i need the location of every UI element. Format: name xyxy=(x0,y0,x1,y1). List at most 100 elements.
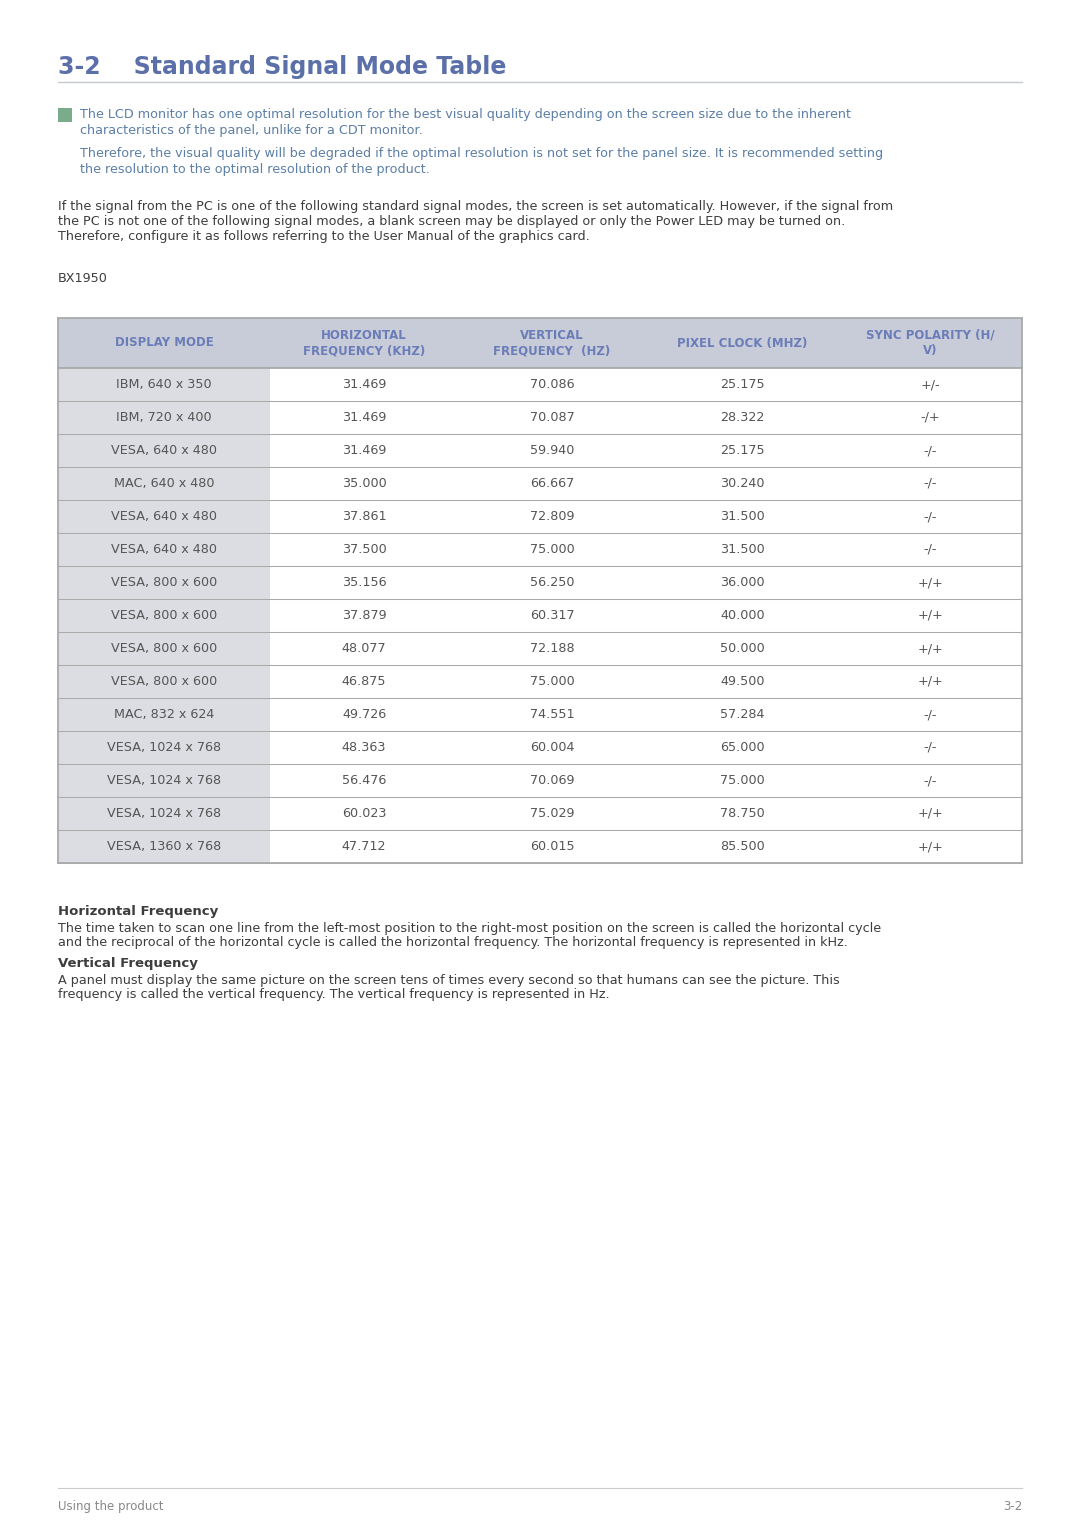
Text: SYNC POLARITY (H/
V): SYNC POLARITY (H/ V) xyxy=(866,328,995,357)
Text: 65.000: 65.000 xyxy=(720,741,765,754)
Text: -/-: -/- xyxy=(923,476,937,490)
Text: 60.023: 60.023 xyxy=(342,806,387,820)
Text: Vertical Frequency: Vertical Frequency xyxy=(58,957,198,970)
Bar xyxy=(58,797,270,831)
Text: MAC, 640 x 480: MAC, 640 x 480 xyxy=(113,476,214,490)
Text: BX1950: BX1950 xyxy=(58,272,108,286)
Text: and the reciprocal of the horizontal cycle is called the horizontal frequency. T: and the reciprocal of the horizontal cyc… xyxy=(58,936,848,948)
Text: -/+: -/+ xyxy=(920,411,941,425)
Text: VESA, 800 x 600: VESA, 800 x 600 xyxy=(111,675,217,689)
Text: 70.087: 70.087 xyxy=(529,411,575,425)
Text: 60.317: 60.317 xyxy=(529,609,575,621)
Text: VESA, 640 x 480: VESA, 640 x 480 xyxy=(111,510,217,524)
Text: Therefore, configure it as follows referring to the User Manual of the graphics : Therefore, configure it as follows refer… xyxy=(58,231,590,243)
Bar xyxy=(58,533,270,567)
Text: 60.015: 60.015 xyxy=(529,840,575,854)
Text: VESA, 1024 x 768: VESA, 1024 x 768 xyxy=(107,806,221,820)
Bar xyxy=(58,467,270,499)
Text: +/+: +/+ xyxy=(918,840,943,854)
Text: 57.284: 57.284 xyxy=(720,709,765,721)
Text: VESA, 640 x 480: VESA, 640 x 480 xyxy=(111,544,217,556)
Text: MAC, 832 x 624: MAC, 832 x 624 xyxy=(113,709,214,721)
Text: 30.240: 30.240 xyxy=(720,476,765,490)
Bar xyxy=(58,632,270,664)
Text: 35.156: 35.156 xyxy=(341,576,387,589)
Text: -/-: -/- xyxy=(923,741,937,754)
Text: -/-: -/- xyxy=(923,444,937,457)
Bar xyxy=(58,402,270,434)
Bar xyxy=(58,318,1022,368)
Text: 75.029: 75.029 xyxy=(530,806,575,820)
Bar xyxy=(58,664,270,698)
Text: The LCD monitor has one optimal resolution for the best visual quality depending: The LCD monitor has one optimal resoluti… xyxy=(80,108,851,121)
Text: 66.667: 66.667 xyxy=(530,476,575,490)
Text: -/-: -/- xyxy=(923,544,937,556)
Text: 50.000: 50.000 xyxy=(720,641,765,655)
Text: 60.004: 60.004 xyxy=(530,741,575,754)
Text: DISPLAY MODE: DISPLAY MODE xyxy=(114,336,214,350)
Text: 40.000: 40.000 xyxy=(720,609,765,621)
Text: 75.000: 75.000 xyxy=(529,544,575,556)
Bar xyxy=(58,731,270,764)
Text: If the signal from the PC is one of the following standard signal modes, the scr: If the signal from the PC is one of the … xyxy=(58,200,893,212)
Text: VESA, 1024 x 768: VESA, 1024 x 768 xyxy=(107,741,221,754)
Text: +/+: +/+ xyxy=(918,641,943,655)
Text: 31.469: 31.469 xyxy=(342,379,387,391)
Text: 49.726: 49.726 xyxy=(342,709,387,721)
Bar xyxy=(58,599,270,632)
Bar xyxy=(58,108,72,122)
Text: 31.500: 31.500 xyxy=(720,510,765,524)
Text: 35.000: 35.000 xyxy=(341,476,387,490)
Text: IBM, 640 x 350: IBM, 640 x 350 xyxy=(117,379,212,391)
Text: -/-: -/- xyxy=(923,709,937,721)
Text: HORIZONTAL
FREQUENCY (KHZ): HORIZONTAL FREQUENCY (KHZ) xyxy=(303,328,426,357)
Text: VESA, 1024 x 768: VESA, 1024 x 768 xyxy=(107,774,221,786)
Bar xyxy=(58,764,270,797)
Text: IBM, 720 x 400: IBM, 720 x 400 xyxy=(117,411,212,425)
Text: VESA, 800 x 600: VESA, 800 x 600 xyxy=(111,609,217,621)
Text: 72.809: 72.809 xyxy=(530,510,575,524)
Text: 31.469: 31.469 xyxy=(342,411,387,425)
Bar xyxy=(58,499,270,533)
Text: 59.940: 59.940 xyxy=(530,444,575,457)
Text: 49.500: 49.500 xyxy=(720,675,765,689)
Text: characteristics of the panel, unlike for a CDT monitor.: characteristics of the panel, unlike for… xyxy=(80,124,422,137)
Text: the resolution to the optimal resolution of the product.: the resolution to the optimal resolution… xyxy=(80,163,430,176)
Bar xyxy=(58,698,270,731)
Text: -/-: -/- xyxy=(923,774,937,786)
Text: 31.500: 31.500 xyxy=(720,544,765,556)
Text: VESA, 640 x 480: VESA, 640 x 480 xyxy=(111,444,217,457)
Text: The time taken to scan one line from the left-most position to the right-most po: The time taken to scan one line from the… xyxy=(58,922,881,935)
Text: +/+: +/+ xyxy=(918,806,943,820)
Text: 47.712: 47.712 xyxy=(342,840,387,854)
Text: 28.322: 28.322 xyxy=(720,411,765,425)
Text: 37.879: 37.879 xyxy=(341,609,387,621)
Text: 74.551: 74.551 xyxy=(529,709,575,721)
Text: 31.469: 31.469 xyxy=(342,444,387,457)
Text: 37.861: 37.861 xyxy=(341,510,387,524)
Text: +/-: +/- xyxy=(920,379,941,391)
Text: 75.000: 75.000 xyxy=(720,774,765,786)
Text: Horizontal Frequency: Horizontal Frequency xyxy=(58,906,218,918)
Text: 25.175: 25.175 xyxy=(720,444,765,457)
Text: 75.000: 75.000 xyxy=(529,675,575,689)
Text: 56.476: 56.476 xyxy=(342,774,387,786)
Text: 3-2: 3-2 xyxy=(1002,1500,1022,1513)
Text: +/+: +/+ xyxy=(918,609,943,621)
Text: +/+: +/+ xyxy=(918,675,943,689)
Text: 3-2    Standard Signal Mode Table: 3-2 Standard Signal Mode Table xyxy=(58,55,507,79)
Text: 36.000: 36.000 xyxy=(720,576,765,589)
Text: 25.175: 25.175 xyxy=(720,379,765,391)
Text: 56.250: 56.250 xyxy=(530,576,575,589)
Text: 72.188: 72.188 xyxy=(529,641,575,655)
Text: 48.363: 48.363 xyxy=(342,741,387,754)
Bar xyxy=(58,567,270,599)
Text: VERTICAL
FREQUENCY  (HZ): VERTICAL FREQUENCY (HZ) xyxy=(494,328,610,357)
Text: 37.500: 37.500 xyxy=(341,544,387,556)
Text: 78.750: 78.750 xyxy=(720,806,765,820)
Text: VESA, 800 x 600: VESA, 800 x 600 xyxy=(111,576,217,589)
Text: frequency is called the vertical frequency. The vertical frequency is represente: frequency is called the vertical frequen… xyxy=(58,988,609,1002)
Text: 70.069: 70.069 xyxy=(530,774,575,786)
Text: 70.086: 70.086 xyxy=(529,379,575,391)
Bar xyxy=(58,434,270,467)
